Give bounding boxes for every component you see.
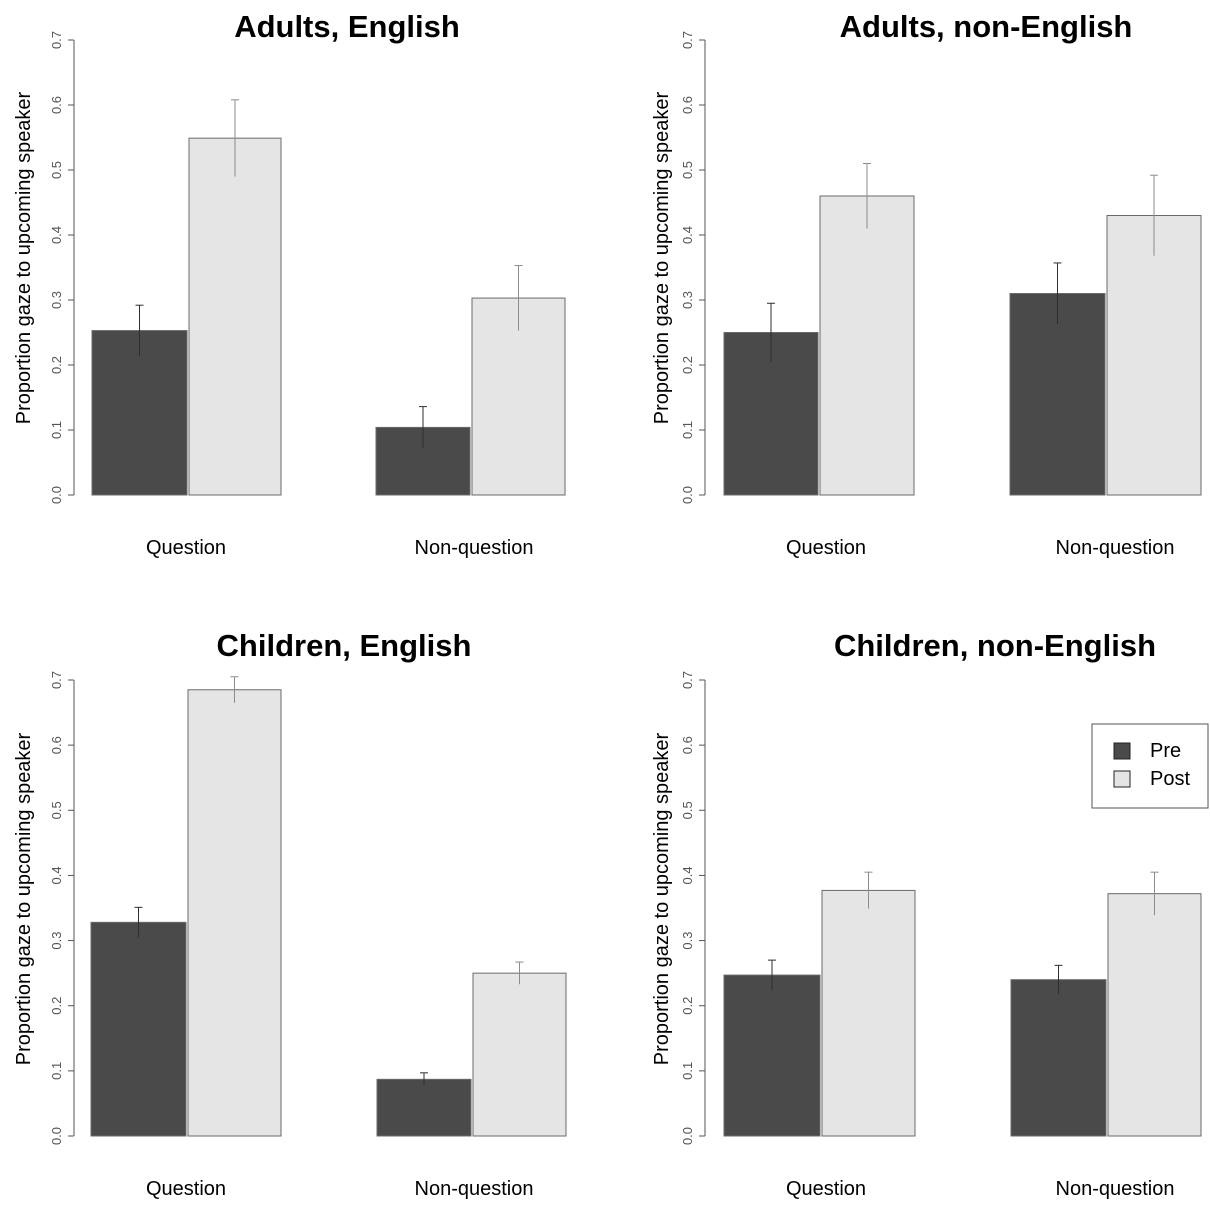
y-tick-label: 0.7 (680, 31, 695, 49)
y-tick-label: 0.1 (680, 1062, 695, 1080)
x-tick-label: Non-question (1056, 1178, 1175, 1200)
y-tick-label: 0.2 (49, 356, 64, 374)
bar-pre-non-question (376, 1078, 472, 1137)
bar-pre-question (723, 974, 821, 1137)
x-tick-label: Question (146, 537, 226, 559)
legend-label-pre: Pre (1150, 740, 1181, 762)
y-axis-label: Proportion gaze to upcoming speaker (651, 732, 673, 1065)
y-tick-label: 0.3 (49, 291, 64, 309)
y-tick-label: 0.2 (680, 356, 695, 374)
legend-box (1091, 723, 1209, 809)
y-tick-label: 0.7 (49, 671, 64, 689)
chart-title: Adults, English (234, 9, 460, 44)
y-tick-label: 0.0 (49, 1127, 64, 1145)
y-tick-label: 0.4 (49, 866, 64, 884)
y-tick-label: 0.5 (49, 161, 64, 179)
x-tick-label: Non-question (415, 1178, 534, 1200)
bar-pre-question (90, 921, 187, 1137)
chart-panel-adults-english: Adults, English 0.0 0.1 0.2 0.3 0.4 0.5 0.6 0.7 P… (13, 9, 566, 559)
bar-post-question (188, 137, 282, 496)
chart-title: Adults, non-English (840, 9, 1133, 44)
legend: Pre Post (1091, 723, 1209, 809)
chart-title: Children, non-English (834, 628, 1156, 663)
y-tick-label: 0.4 (49, 226, 64, 244)
legend-swatch-pre (1113, 742, 1131, 760)
bar-post-non-question (471, 297, 566, 496)
x-tick-label: Non-question (415, 537, 534, 559)
y-tick-label: 0.3 (680, 932, 695, 950)
y-tick-label: 0.3 (49, 932, 64, 950)
chart-panel-adults-non-english: Adults, non-English 0.0 0.1 0.2 0.3 0.4 0.5 0.6… (651, 9, 1202, 559)
y-tick-label: 0.6 (49, 96, 64, 114)
y-tick-label: 0.4 (680, 226, 695, 244)
y-tick-label: 0.6 (680, 96, 695, 114)
y-tick-label: 0.1 (680, 421, 695, 439)
y-tick-label: 0.0 (680, 1127, 695, 1145)
y-axis-label: Proportion gaze to upcoming speaker (651, 91, 673, 424)
y-tick-label: 0.0 (680, 486, 695, 504)
y-tick-label: 0.1 (49, 1062, 64, 1080)
bar-post-question (187, 689, 282, 1137)
y-axis-label: Proportion gaze to upcoming speaker (13, 732, 35, 1065)
bar-pre-question (91, 330, 188, 496)
chart-panel-children-non-english: Children, non-English 0.0 0.1 0.2 0.3 0.4 0.5 0… (651, 628, 1209, 1200)
bar-pre-non-question (1009, 293, 1106, 496)
bar-post-non-question (472, 972, 567, 1137)
x-tick-label: Question (786, 537, 866, 559)
legend-swatch-post (1113, 770, 1131, 788)
bar-pre-non-question (1010, 979, 1107, 1137)
y-tick-label: 0.0 (49, 486, 64, 504)
y-tick-label: 0.7 (680, 671, 695, 689)
bar-post-non-question (1107, 893, 1202, 1137)
y-tick-label: 0.4 (680, 866, 695, 884)
y-tick-label: 0.6 (49, 736, 64, 754)
y-tick-label: 0.1 (49, 421, 64, 439)
bar-post-question (821, 889, 916, 1137)
y-tick-label: 0.5 (680, 801, 695, 819)
y-tick-label: 0.2 (680, 997, 695, 1015)
y-tick-label: 0.5 (680, 161, 695, 179)
legend-label-post: Post (1150, 768, 1190, 790)
bar-post-question (819, 195, 915, 496)
y-tick-label: 0.2 (49, 997, 64, 1015)
y-tick-label: 0.5 (49, 801, 64, 819)
x-tick-label: Non-question (1056, 537, 1175, 559)
x-tick-label: Question (786, 1178, 866, 1200)
x-tick-label: Question (146, 1178, 226, 1200)
bar-post-non-question (1106, 215, 1202, 496)
y-tick-label: 0.6 (680, 736, 695, 754)
y-tick-label: 0.7 (49, 31, 64, 49)
chart-panel-children-english: Children, English 0.0 0.1 0.2 0.3 0.4 0.5 0.6 0.… (13, 628, 567, 1200)
chart-title: Children, English (217, 628, 472, 663)
y-axis-label: Proportion gaze to upcoming speaker (13, 91, 35, 424)
y-tick-label: 0.3 (680, 291, 695, 309)
